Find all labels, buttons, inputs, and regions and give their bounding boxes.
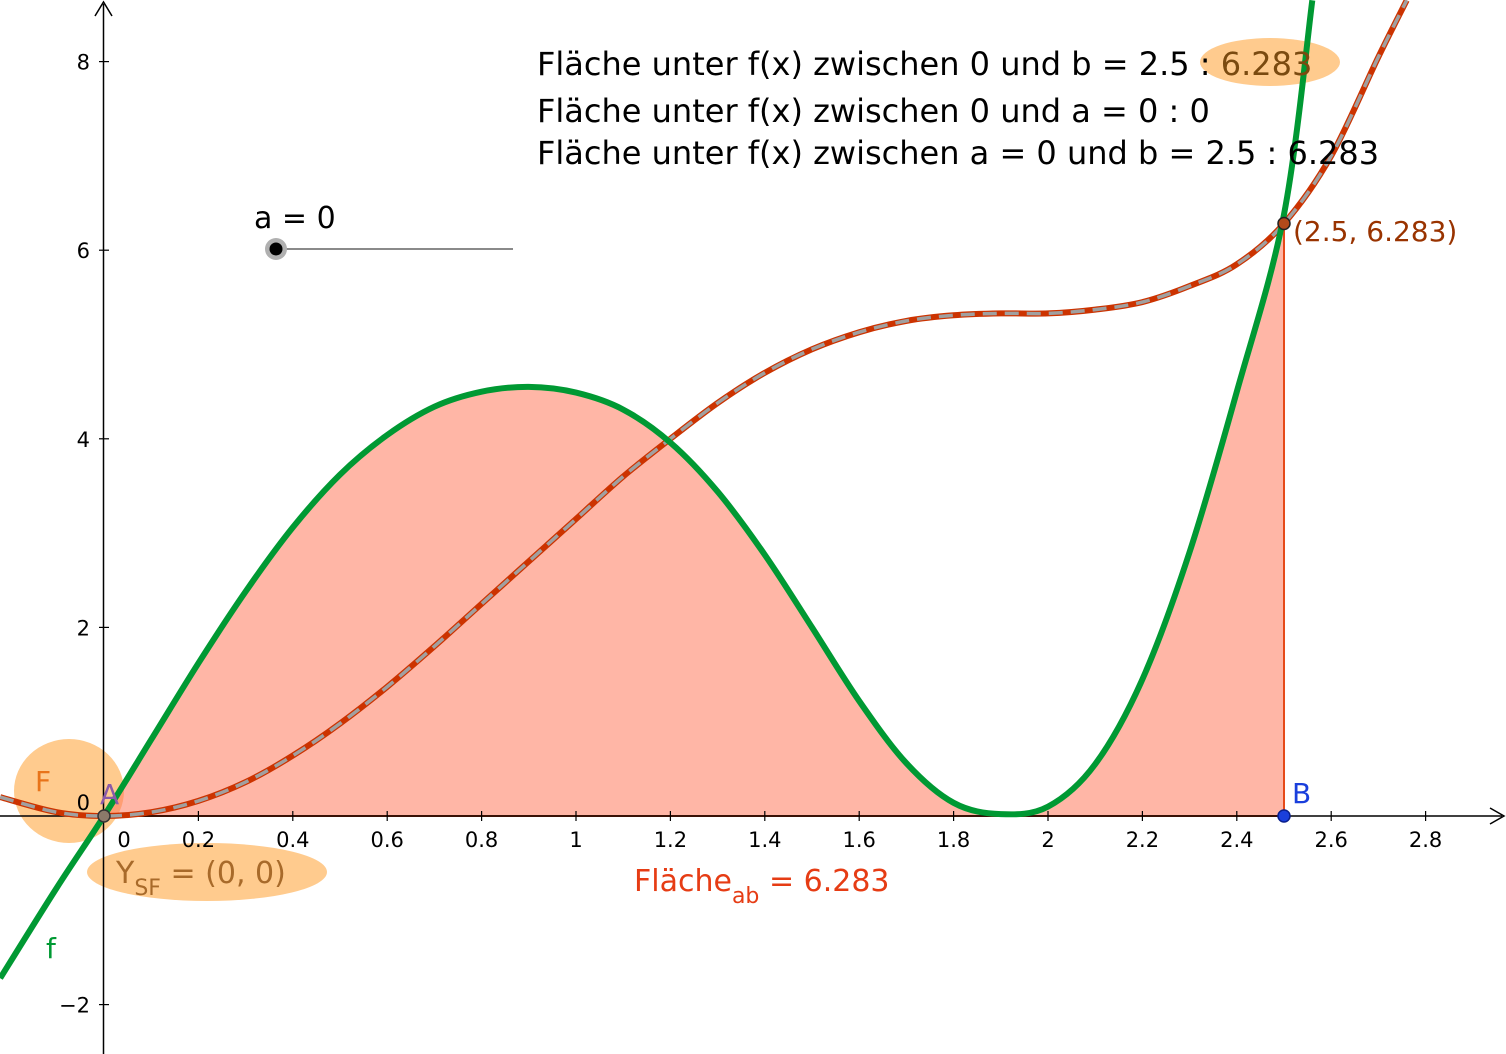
x-tick-label: 0.2 bbox=[182, 828, 215, 852]
label-area-main: Fläche bbox=[634, 864, 732, 899]
x-ticks: 0 0.2 0.4 0.6 0.8 1 1.2 1.4 1.6 1.8 2 2.2 2.4 2.6 2.8 bbox=[103, 811, 1442, 852]
label-F: F bbox=[35, 765, 51, 798]
y-tick-label: −2 bbox=[59, 994, 90, 1018]
label-ysf-sub: SF bbox=[134, 876, 161, 901]
x-tick-label: 1.6 bbox=[842, 828, 875, 852]
x-tick-label: 2.4 bbox=[1220, 828, 1253, 852]
slider-label: a = 0 bbox=[254, 201, 336, 236]
label-B: B bbox=[1292, 777, 1311, 810]
x-tick-label: 1 bbox=[569, 828, 582, 852]
label-point-coords: (2.5, 6.283) bbox=[1293, 215, 1457, 248]
label-area-sub: ab bbox=[732, 884, 759, 909]
x-tick-label: 2 bbox=[1041, 828, 1054, 852]
info-line-3: Fläche unter f(x) zwischen a = 0 und b =… bbox=[537, 134, 1379, 172]
point-A[interactable] bbox=[97, 809, 111, 823]
x-tick-label: 1.2 bbox=[654, 828, 687, 852]
slider-a[interactable]: a = 0 bbox=[254, 201, 513, 260]
integral-function-dash bbox=[0, 0, 1409, 818]
function-f-curve bbox=[0, 0, 1316, 980]
x-tick-label: 2.2 bbox=[1126, 828, 1159, 852]
y-axis-arrow bbox=[94, 0, 113, 17]
info-line-1-text: Fläche unter f(x) zwischen 0 und b = 2.5… bbox=[537, 45, 1221, 83]
highlight-ysf bbox=[87, 843, 327, 901]
x-tick-label: 0.4 bbox=[276, 828, 309, 852]
label-A: A bbox=[100, 778, 119, 811]
x-tick-label: 1.4 bbox=[748, 828, 781, 852]
x-axis-arrow bbox=[1489, 807, 1506, 825]
y-tick-label: 0 bbox=[77, 791, 90, 815]
x-tick-label: 2.8 bbox=[1409, 828, 1442, 852]
point-on-integral[interactable] bbox=[1277, 216, 1291, 231]
x-tick-label: 0.8 bbox=[465, 828, 498, 852]
y-tick-label: 4 bbox=[77, 428, 90, 452]
label-ysf-rest: = (0, 0) bbox=[161, 856, 286, 891]
label-area-rest: = 6.283 bbox=[759, 864, 889, 899]
area-under-f bbox=[104, 214, 1284, 816]
x-tick-label: 0.6 bbox=[370, 828, 403, 852]
y-tick-label: 6 bbox=[77, 239, 90, 263]
info-line-2: Fläche unter f(x) zwischen 0 und a = 0 :… bbox=[537, 92, 1210, 130]
label-ysf-main: Y bbox=[115, 856, 135, 891]
x-tick-label: 1.8 bbox=[937, 828, 970, 852]
label-area: Flächeab = 6.283 bbox=[634, 864, 890, 909]
y-tick-label: 2 bbox=[77, 616, 90, 640]
info-panel: Fläche unter f(x) zwischen 0 und b = 2.5… bbox=[537, 45, 1379, 172]
y-ticks: −2 0 2 4 6 8 bbox=[59, 51, 109, 1018]
x-tick-label: 2.6 bbox=[1314, 828, 1347, 852]
label-f: f bbox=[46, 932, 57, 965]
x-tick-label: 0 bbox=[117, 828, 130, 852]
info-line-1: Fläche unter f(x) zwischen 0 und b = 2.5… bbox=[537, 45, 1312, 83]
y-tick-label: 8 bbox=[77, 51, 90, 75]
label-ysf: YSF = (0, 0) bbox=[115, 856, 286, 901]
info-line-1-value: 6.283 bbox=[1221, 45, 1313, 83]
point-B[interactable] bbox=[1277, 809, 1291, 823]
slider-handle[interactable] bbox=[269, 242, 283, 256]
